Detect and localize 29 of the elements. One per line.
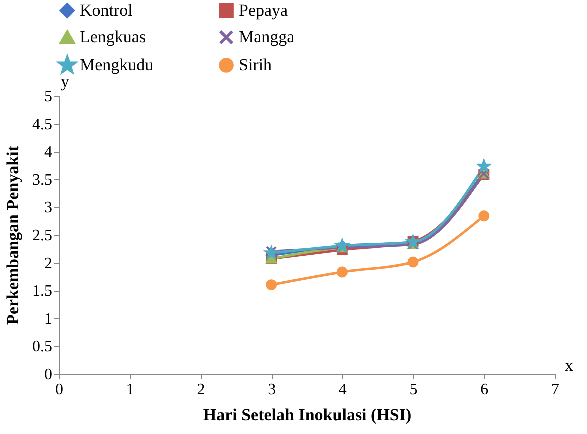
legend-label: Pepaya [239, 0, 289, 20]
x-tick-label: 0 [56, 382, 64, 398]
y-tick-label: 2 [44, 255, 52, 272]
legend-label: Mengkudu [80, 56, 154, 74]
y-axis-title: Perkembangan Penyakit [4, 146, 22, 325]
y-tick-label: 3 [44, 200, 52, 217]
legend-label: Kontrol [80, 0, 134, 20]
x-tick-label: 7 [552, 382, 560, 398]
x-tick-label: 4 [338, 382, 347, 398]
y-tick-label: 0 [44, 366, 52, 384]
legend-label: Sirih [239, 56, 273, 74]
x-tick-label: 5 [410, 382, 418, 398]
text: x [565, 356, 574, 375]
x-tick-label: 2 [197, 382, 206, 398]
y-tick-label: 4 [44, 144, 52, 162]
y-tick-label: 5 [44, 88, 52, 106]
x-axis-title: Hari Setelah Inokulasi (HSI) [203, 406, 412, 424]
x-tick-label: 6 [480, 382, 489, 398]
legend-label: Lengkuas [80, 28, 146, 46]
y-tick-label: 4.5 [32, 116, 52, 134]
y-tick-label: 1.5 [32, 283, 52, 300]
y-tick-label: 3.5 [32, 172, 52, 189]
text: y [61, 72, 70, 91]
legend-label: Mangga [239, 28, 296, 46]
y-tick-label: 2.5 [32, 228, 52, 244]
y-tick-label: 0.5 [32, 338, 52, 356]
x-tick-label: 1 [126, 382, 134, 398]
x-tick-label: 3 [268, 382, 276, 398]
y-tick-label: 1 [44, 310, 52, 328]
